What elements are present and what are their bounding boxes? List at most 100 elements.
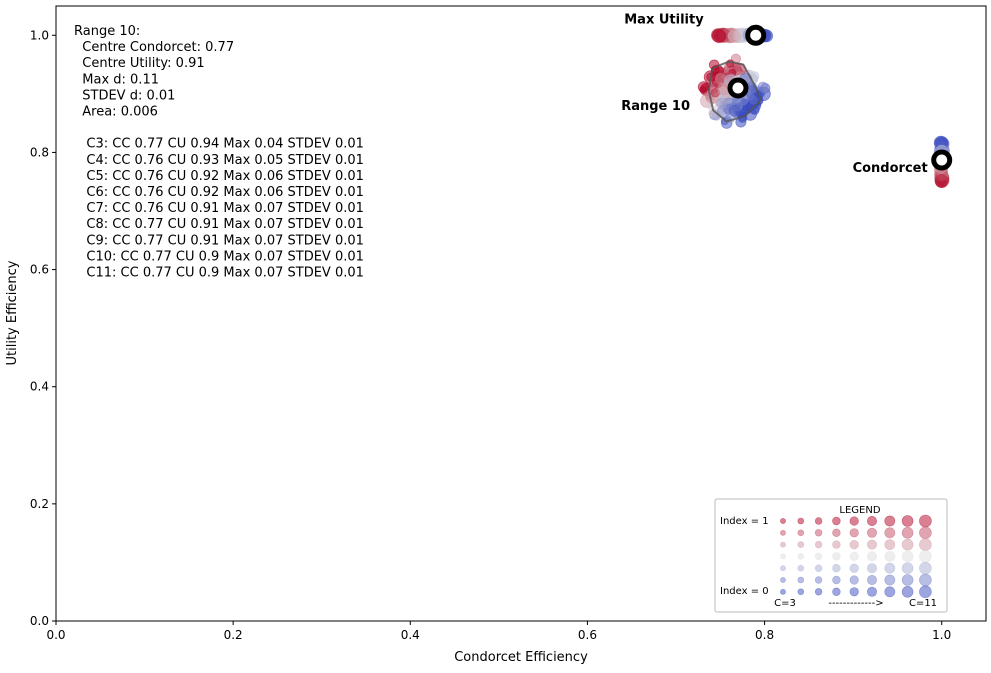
scatter-point (711, 28, 727, 44)
info-line: Max d: 0.11 (74, 72, 159, 87)
y-tick-label: 0.6 (30, 263, 49, 277)
legend-swatch (780, 518, 786, 524)
legend: LEGEND Index = 1 Index = 0 C=3 -------------… (714, 498, 948, 613)
legend-swatch (780, 588, 786, 595)
legend-swatch (884, 574, 896, 586)
legend-swatch (780, 541, 786, 548)
legend-swatch (901, 526, 914, 539)
info-line: Range 10: (74, 24, 140, 39)
legend-swatch (797, 529, 805, 537)
ticks-layer: 0.0 0.2 0.4 0.6 0.8 1.0 0.0 0.2 0.4 0.6 0.8 1.0 (30, 28, 951, 642)
legend-swatch (849, 516, 859, 526)
x-tick-label: 0.0 (46, 628, 65, 642)
legend-bottom-label: Index = 0 (720, 586, 769, 597)
scatter-point (716, 98, 728, 110)
legend-swatch (884, 551, 896, 562)
info-line: C10: CC 0.77 CU 0.9 Max 0.07 STDEV 0.01 (74, 249, 364, 264)
info-line: C4: CC 0.76 CU 0.93 Max 0.05 STDEV 0.01 (74, 153, 364, 168)
plot-frame (55, 5, 987, 622)
legend-swatch (866, 586, 877, 597)
scatter-point (757, 81, 769, 93)
legend-swatch (814, 517, 823, 525)
scatter-point (748, 95, 758, 105)
info-line: STDEV d: 0.01 (74, 88, 175, 103)
legend-c-max: C=11 (909, 598, 937, 609)
legend-swatch (832, 575, 841, 585)
x-tick-label: 0.4 (401, 628, 420, 642)
legend-swatch (919, 550, 932, 563)
info-line: C11: CC 0.77 CU 0.9 Max 0.07 STDEV 0.01 (74, 266, 364, 281)
legend-swatch (901, 538, 914, 551)
info-line: C8: CC 0.77 CU 0.91 Max 0.07 STDEV 0.01 (74, 217, 364, 232)
scatter-point (697, 81, 710, 93)
scatter-point (714, 73, 727, 85)
centre-marker (745, 24, 767, 46)
legend-swatch (901, 550, 914, 563)
legend-swatch (919, 585, 932, 599)
legend-swatch (814, 564, 823, 572)
x-tick-label: 0.8 (755, 628, 774, 642)
info-line: Area: 0.006 (74, 105, 158, 120)
legend-swatch (832, 540, 841, 549)
info-line: Centre Utility: 0.91 (74, 56, 205, 71)
legend-swatch (919, 538, 932, 551)
info-line: C9: CC 0.77 CU 0.91 Max 0.07 STDEV 0.01 (74, 233, 364, 248)
centre-marker (931, 149, 953, 171)
legend-arrow: -------------> (828, 598, 883, 609)
legend-swatch (814, 588, 823, 596)
legend-swatch (919, 526, 932, 540)
x-axis-label: Condorcet Efficiency (454, 650, 588, 665)
centre-marker (727, 77, 749, 99)
legend-c-min: C=3 (774, 598, 796, 609)
legend-swatch (849, 528, 859, 538)
legend-swatch (884, 586, 896, 598)
range-hull-outline (707, 60, 763, 123)
x-tick-label: 0.6 (578, 628, 597, 642)
legend-swatch (780, 577, 786, 583)
legend-swatch (901, 562, 914, 575)
legend-swatch (884, 539, 896, 550)
legend-swatch (849, 551, 859, 562)
legend-swatch (866, 574, 877, 585)
legend-swatch (866, 563, 877, 574)
legend-swatch (780, 529, 786, 536)
legend-swatch (814, 552, 823, 561)
legend-swatch (780, 553, 786, 560)
y-tick-label: 0.4 (30, 380, 49, 394)
info-line: C5: CC 0.76 CU 0.92 Max 0.06 STDEV 0.01 (74, 169, 364, 184)
scatter-point (728, 104, 741, 117)
y-tick-label: 0.0 (30, 614, 49, 628)
info-line: Centre Condorcet: 0.77 (74, 40, 234, 55)
legend-swatch (797, 564, 805, 572)
hull-layer (707, 60, 763, 123)
legend-swatch (866, 515, 877, 526)
legend-swatch (780, 565, 786, 572)
legend-swatch (866, 551, 877, 562)
legend-top-label: Index = 1 (720, 516, 769, 527)
markers-layer: Max Utility Range 10 Condorcet (621, 12, 953, 176)
marker-label: Condorcet (853, 161, 928, 176)
x-tick-label: 0.2 (224, 628, 243, 642)
marker-label: Max Utility (624, 12, 704, 27)
legend-swatch (797, 517, 805, 525)
legend-swatch (884, 515, 896, 527)
info-line: C6: CC 0.76 CU 0.92 Max 0.06 STDEV 0.01 (74, 185, 364, 200)
legend-swatch (797, 553, 805, 560)
legend-swatch (797, 576, 805, 584)
legend-swatch (919, 514, 932, 528)
legend-swatch (849, 587, 859, 597)
legend-swatch (866, 527, 877, 538)
y-axis-label: Utility Efficiency (5, 260, 20, 365)
info-line: C3: CC 0.77 CU 0.94 Max 0.04 STDEV 0.01 (74, 137, 364, 152)
y-tick-label: 0.8 (30, 145, 49, 159)
legend-swatch (901, 574, 914, 586)
info-text-block: Range 10: Centre Condorcet: 0.77 Centre … (74, 24, 364, 281)
legend-swatch (901, 585, 914, 598)
legend-swatch (814, 529, 823, 537)
legend-swatch (919, 561, 932, 575)
legend-swatch (901, 515, 914, 527)
legend-title: LEGEND (839, 505, 880, 516)
legend-swatch (797, 541, 805, 548)
legend-swatch (884, 562, 896, 574)
